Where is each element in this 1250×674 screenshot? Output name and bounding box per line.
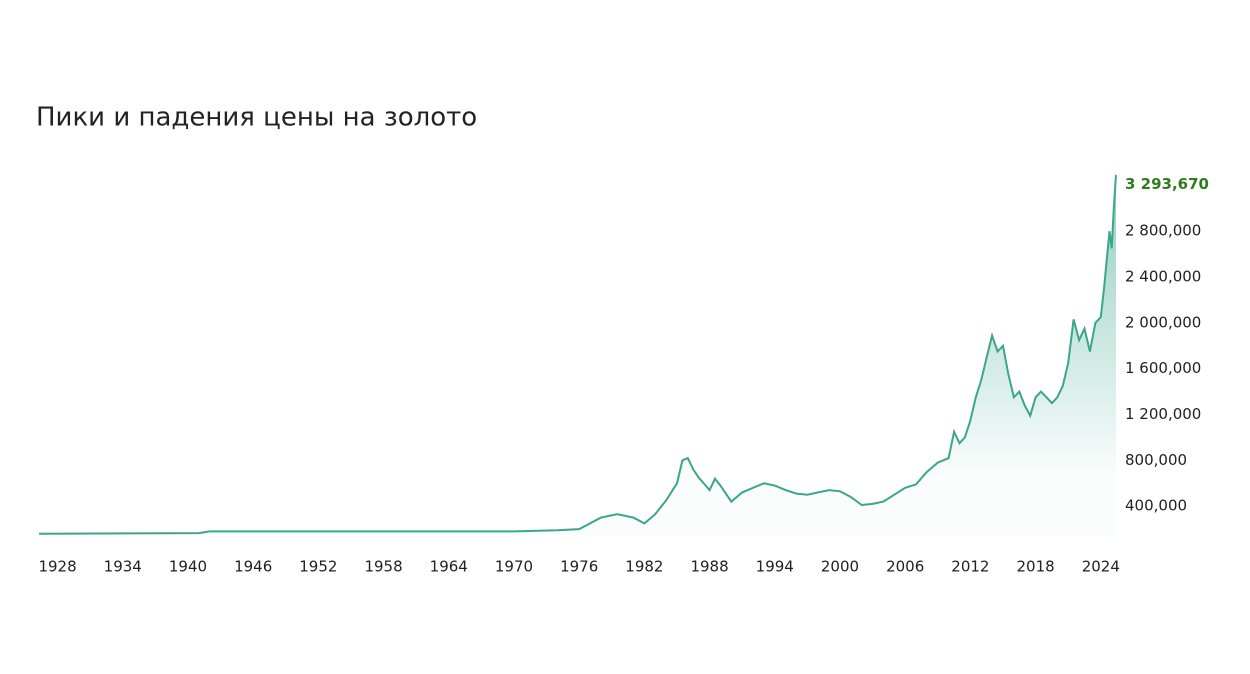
x-tick-label: 1946 (234, 558, 272, 576)
y-tick-label: 2 800,000 (1125, 222, 1201, 240)
y-tick-label: 2 400,000 (1125, 268, 1201, 286)
x-tick-label: 1952 (299, 558, 337, 576)
x-tick-label: 1976 (560, 558, 598, 576)
x-tick-label: 1970 (495, 558, 533, 576)
last-value-label: 3 293,670 (1125, 175, 1209, 193)
y-tick-label: 1 600,000 (1125, 359, 1201, 377)
x-tick-label: 1928 (38, 558, 76, 576)
x-tick-label: 1940 (169, 558, 207, 576)
line (39, 174, 1117, 535)
x-tick-label: 2024 (1082, 558, 1120, 576)
x-tick-label: 2006 (886, 558, 924, 576)
x-tick-label: 1958 (364, 558, 402, 576)
x-tick-label: 2012 (951, 558, 989, 576)
x-tick-label: 2000 (821, 558, 859, 576)
y-tick-label: 400,000 (1125, 497, 1187, 515)
y-tick-label: 800,000 (1125, 451, 1187, 469)
x-tick-label: 1964 (430, 558, 468, 576)
y-tick-label: 2 000,000 (1125, 313, 1201, 331)
x-tick-label: 1934 (104, 558, 142, 576)
x-tick-label: 1982 (625, 558, 663, 576)
x-tick-label: 2018 (1016, 558, 1054, 576)
x-tick-label: 1988 (690, 558, 728, 576)
y-tick-label: 1 200,000 (1125, 405, 1201, 423)
chart-title: Пики и падения цены на золото (36, 103, 477, 133)
area (39, 174, 1117, 535)
x-tick-label: 1994 (756, 558, 794, 576)
